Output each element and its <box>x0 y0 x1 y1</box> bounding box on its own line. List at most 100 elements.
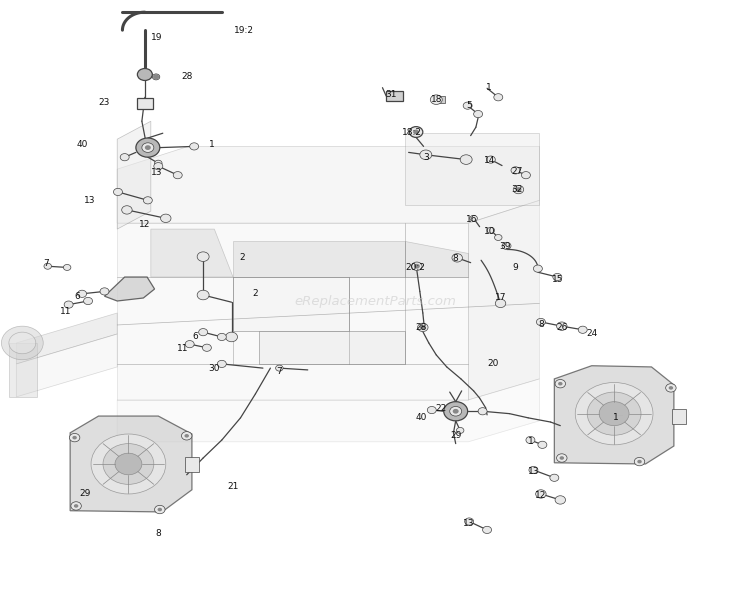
Circle shape <box>197 252 209 261</box>
Text: 28: 28 <box>181 72 193 81</box>
Text: 1: 1 <box>209 140 215 149</box>
Circle shape <box>158 507 162 511</box>
Circle shape <box>420 325 426 330</box>
Circle shape <box>556 322 567 330</box>
Circle shape <box>199 329 208 336</box>
Circle shape <box>638 460 642 464</box>
Circle shape <box>482 526 491 533</box>
Polygon shape <box>70 416 192 512</box>
Circle shape <box>197 290 209 300</box>
Circle shape <box>495 299 506 308</box>
Text: 24: 24 <box>586 329 597 338</box>
Circle shape <box>115 453 142 475</box>
Circle shape <box>217 361 226 367</box>
Circle shape <box>143 197 152 204</box>
Circle shape <box>91 434 166 494</box>
Polygon shape <box>554 366 674 464</box>
Polygon shape <box>469 200 539 400</box>
Circle shape <box>513 185 523 194</box>
Text: 17: 17 <box>495 293 506 302</box>
Polygon shape <box>233 277 349 331</box>
Circle shape <box>184 434 189 438</box>
Circle shape <box>136 138 160 157</box>
Circle shape <box>160 214 171 223</box>
Text: 11: 11 <box>176 344 188 353</box>
Circle shape <box>83 297 92 305</box>
Text: 8: 8 <box>538 320 544 329</box>
Circle shape <box>70 433 80 442</box>
Text: 2: 2 <box>253 290 258 299</box>
Circle shape <box>77 290 86 297</box>
Circle shape <box>494 94 502 101</box>
Circle shape <box>587 392 641 435</box>
Text: 13: 13 <box>528 467 539 476</box>
Circle shape <box>453 409 459 414</box>
Circle shape <box>550 474 559 482</box>
Circle shape <box>555 496 566 504</box>
Text: 13: 13 <box>151 169 163 177</box>
Polygon shape <box>117 223 469 400</box>
Text: 31: 31 <box>386 90 398 99</box>
Circle shape <box>182 432 192 440</box>
Circle shape <box>190 143 199 150</box>
Circle shape <box>9 332 36 354</box>
Text: 19:2: 19:2 <box>234 26 254 35</box>
Circle shape <box>64 264 71 270</box>
Text: 5: 5 <box>466 101 472 110</box>
Circle shape <box>418 323 428 332</box>
Text: 11: 11 <box>60 306 71 315</box>
Polygon shape <box>405 241 469 277</box>
Circle shape <box>74 504 78 507</box>
Circle shape <box>460 155 472 164</box>
Text: 23: 23 <box>99 98 110 107</box>
Circle shape <box>202 344 211 352</box>
Circle shape <box>450 406 462 416</box>
Text: 14: 14 <box>484 157 496 166</box>
Text: 6: 6 <box>193 332 199 341</box>
Circle shape <box>634 458 645 466</box>
Circle shape <box>558 382 562 385</box>
Circle shape <box>275 365 283 371</box>
Polygon shape <box>233 241 405 277</box>
Circle shape <box>560 456 564 460</box>
Text: 15: 15 <box>552 275 564 284</box>
Circle shape <box>414 264 420 268</box>
Text: 8: 8 <box>453 254 458 263</box>
Polygon shape <box>117 379 539 442</box>
Circle shape <box>494 235 502 240</box>
Polygon shape <box>117 146 539 223</box>
Circle shape <box>486 156 495 163</box>
Text: 19: 19 <box>151 33 163 42</box>
Polygon shape <box>16 334 117 397</box>
Polygon shape <box>151 229 233 277</box>
Text: 21: 21 <box>227 482 238 491</box>
Text: 7: 7 <box>277 367 282 376</box>
Text: 10: 10 <box>484 227 496 236</box>
Circle shape <box>553 273 562 281</box>
Circle shape <box>71 501 81 510</box>
Circle shape <box>154 505 165 514</box>
Polygon shape <box>260 331 405 364</box>
Text: 40: 40 <box>416 413 427 422</box>
Circle shape <box>145 145 151 150</box>
Circle shape <box>142 143 154 152</box>
Circle shape <box>538 441 547 448</box>
Text: 1: 1 <box>613 413 619 422</box>
Polygon shape <box>405 133 539 205</box>
Circle shape <box>154 160 162 166</box>
Bar <box>433 96 445 104</box>
Circle shape <box>64 301 73 308</box>
Circle shape <box>113 188 122 196</box>
Circle shape <box>100 288 109 295</box>
Polygon shape <box>117 121 151 229</box>
Text: 3: 3 <box>423 153 429 162</box>
Circle shape <box>666 383 676 392</box>
Circle shape <box>555 379 566 388</box>
Text: 8: 8 <box>155 529 161 538</box>
Text: 12: 12 <box>140 220 151 229</box>
Circle shape <box>599 402 629 426</box>
Circle shape <box>536 490 546 498</box>
Text: 39: 39 <box>500 242 511 251</box>
Circle shape <box>536 318 545 326</box>
Circle shape <box>578 326 587 334</box>
